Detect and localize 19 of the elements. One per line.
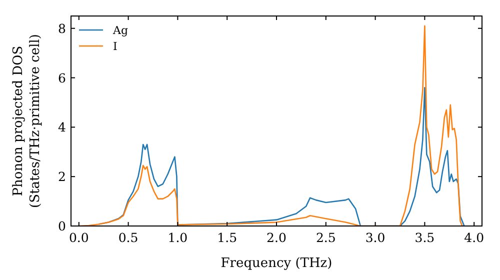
x-tick-label: 2.5 — [316, 230, 336, 245]
x-tick-label: 3.5 — [414, 230, 435, 245]
x-tick-label: 0.5 — [118, 230, 138, 245]
x-tick-label: 1.5 — [217, 230, 238, 245]
x-tick-label: 3.0 — [365, 230, 386, 245]
x-tick-label: 2.0 — [266, 230, 286, 245]
y-axis-title: Phonon projected DOS (States/THz·primitive cell) — [11, 34, 43, 208]
x-tick-label: 1.0 — [168, 230, 188, 245]
y-tick-label: 0 — [58, 218, 66, 234]
legend-label: I — [113, 40, 118, 53]
y-tick-label: 8 — [58, 20, 66, 36]
x-axis-title: Frequency (THz) — [220, 256, 332, 271]
legend-label: Ag — [112, 24, 128, 37]
x-tick-label: 4.0 — [464, 230, 484, 245]
y-tick-label: 2 — [58, 169, 66, 184]
x-tick-label: 0.0 — [68, 230, 89, 245]
line-series — [78, 25, 463, 226]
y-tick-label: 4 — [58, 120, 66, 135]
y-tick-label: 6 — [58, 70, 66, 86]
